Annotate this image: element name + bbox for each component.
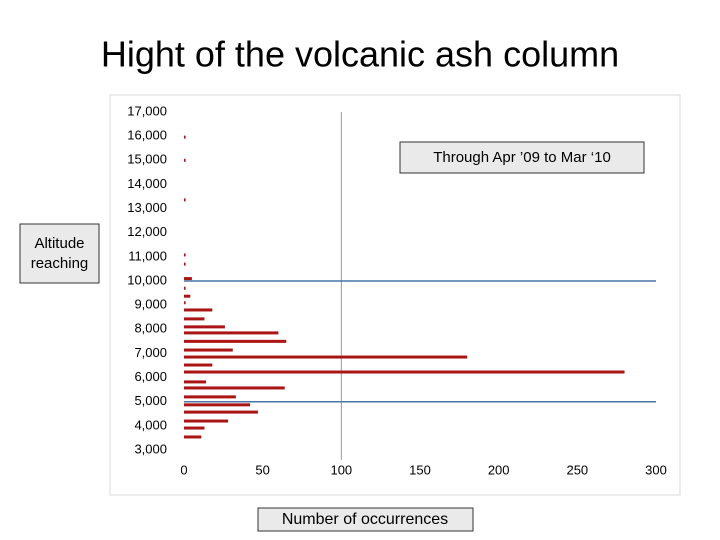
y-tick-label: 16,000 <box>127 128 167 143</box>
x-tick-label: 100 <box>330 462 352 477</box>
y-tick-label: 12,000 <box>127 224 167 239</box>
y-tick-label: 14,000 <box>127 176 167 191</box>
y-tick-label: 4,000 <box>134 417 167 432</box>
bar <box>184 158 186 162</box>
bar <box>184 426 205 430</box>
annotation-box <box>399 141 645 174</box>
bar <box>184 331 279 335</box>
bar <box>184 370 625 374</box>
y-tick-label: 3,000 <box>134 441 167 456</box>
x-tick-label: 200 <box>488 462 510 477</box>
bar <box>184 294 191 298</box>
bar <box>184 435 202 439</box>
y-tick-label: 10,000 <box>127 272 167 287</box>
y-tick-label: 17,000 <box>127 103 167 118</box>
bar <box>184 308 213 312</box>
bar <box>184 253 186 257</box>
y-tick-label: 13,000 <box>127 200 167 215</box>
bar <box>184 403 251 407</box>
x-tick-label: 0 <box>180 462 187 477</box>
bar <box>184 380 207 384</box>
bar <box>184 135 186 139</box>
y-tick-label: 6,000 <box>134 369 167 384</box>
y-tick-label: 15,000 <box>127 152 167 167</box>
x-label: Number of occurrences <box>282 511 448 528</box>
bar <box>184 325 225 329</box>
bar <box>184 348 233 352</box>
plot-frame <box>109 94 681 496</box>
bar <box>184 339 287 343</box>
x-tick-label: 150 <box>409 462 431 477</box>
bar <box>184 386 285 390</box>
bar <box>184 198 186 202</box>
x-tick-label: 50 <box>255 462 269 477</box>
y-label-wrap: Altitude reaching <box>30 234 89 272</box>
y-label: Altitude reaching <box>30 234 89 272</box>
y-tick-label: 8,000 <box>134 321 167 336</box>
y-label-box <box>19 223 100 284</box>
bar <box>184 410 258 414</box>
chart-title: Hight of the volcanic ash column <box>101 34 619 75</box>
bar <box>184 355 468 359</box>
bar <box>184 301 186 305</box>
x-label-box <box>257 507 474 532</box>
y-tick-label: 5,000 <box>134 393 167 408</box>
y-tick-label: 9,000 <box>134 297 167 312</box>
bar <box>184 317 205 321</box>
annotation: Through Apr ’09 to Mar ‘10 <box>433 149 611 166</box>
x-tick-label: 250 <box>566 462 588 477</box>
y-tick-label: 7,000 <box>134 345 167 360</box>
bar <box>184 277 192 281</box>
bar <box>184 262 186 266</box>
y-tick-label: 11,000 <box>128 248 167 263</box>
plot-area: 17,000 16,000 15,000 14,000 13,000 12,000 11,0… <box>127 103 667 477</box>
bar <box>184 363 213 367</box>
bar <box>184 395 236 399</box>
x-tick-label: 300 <box>645 462 667 477</box>
bar <box>184 419 229 423</box>
bar <box>184 286 186 290</box>
